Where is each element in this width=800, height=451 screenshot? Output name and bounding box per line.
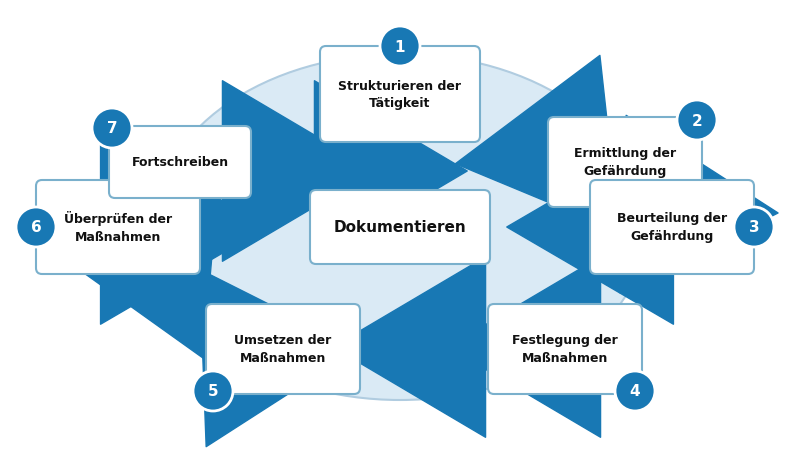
Circle shape [193, 371, 233, 411]
Text: 4: 4 [630, 384, 640, 399]
Circle shape [615, 371, 655, 411]
Text: Dokumentieren: Dokumentieren [334, 220, 466, 235]
Text: Beurteilung der
Gefährdung: Beurteilung der Gefährdung [617, 212, 727, 243]
FancyBboxPatch shape [206, 304, 360, 394]
Text: Umsetzen der
Maßnahmen: Umsetzen der Maßnahmen [234, 334, 332, 365]
Text: 6: 6 [30, 220, 42, 235]
Text: Strukturieren der
Tätigkeit: Strukturieren der Tätigkeit [338, 79, 462, 110]
Text: 7: 7 [106, 121, 118, 136]
FancyBboxPatch shape [548, 118, 702, 207]
Circle shape [92, 109, 132, 149]
FancyBboxPatch shape [36, 180, 200, 274]
FancyBboxPatch shape [310, 191, 490, 264]
FancyBboxPatch shape [590, 180, 754, 274]
Text: Überprüfen der
Maßnahmen: Überprüfen der Maßnahmen [64, 211, 172, 244]
Text: 5: 5 [208, 384, 218, 399]
Text: 1: 1 [394, 39, 406, 55]
Text: 2: 2 [692, 113, 702, 128]
Text: Fortschreiben: Fortschreiben [131, 156, 229, 169]
FancyBboxPatch shape [109, 127, 251, 198]
Text: Ermittlung der
Gefährdung: Ermittlung der Gefährdung [574, 147, 676, 178]
Text: 3: 3 [749, 220, 759, 235]
Circle shape [380, 27, 420, 67]
Circle shape [677, 101, 717, 141]
FancyBboxPatch shape [320, 47, 480, 143]
Circle shape [16, 207, 56, 248]
Ellipse shape [154, 55, 646, 400]
FancyBboxPatch shape [488, 304, 642, 394]
Text: Festlegung der
Maßnahmen: Festlegung der Maßnahmen [512, 334, 618, 365]
Circle shape [734, 207, 774, 248]
